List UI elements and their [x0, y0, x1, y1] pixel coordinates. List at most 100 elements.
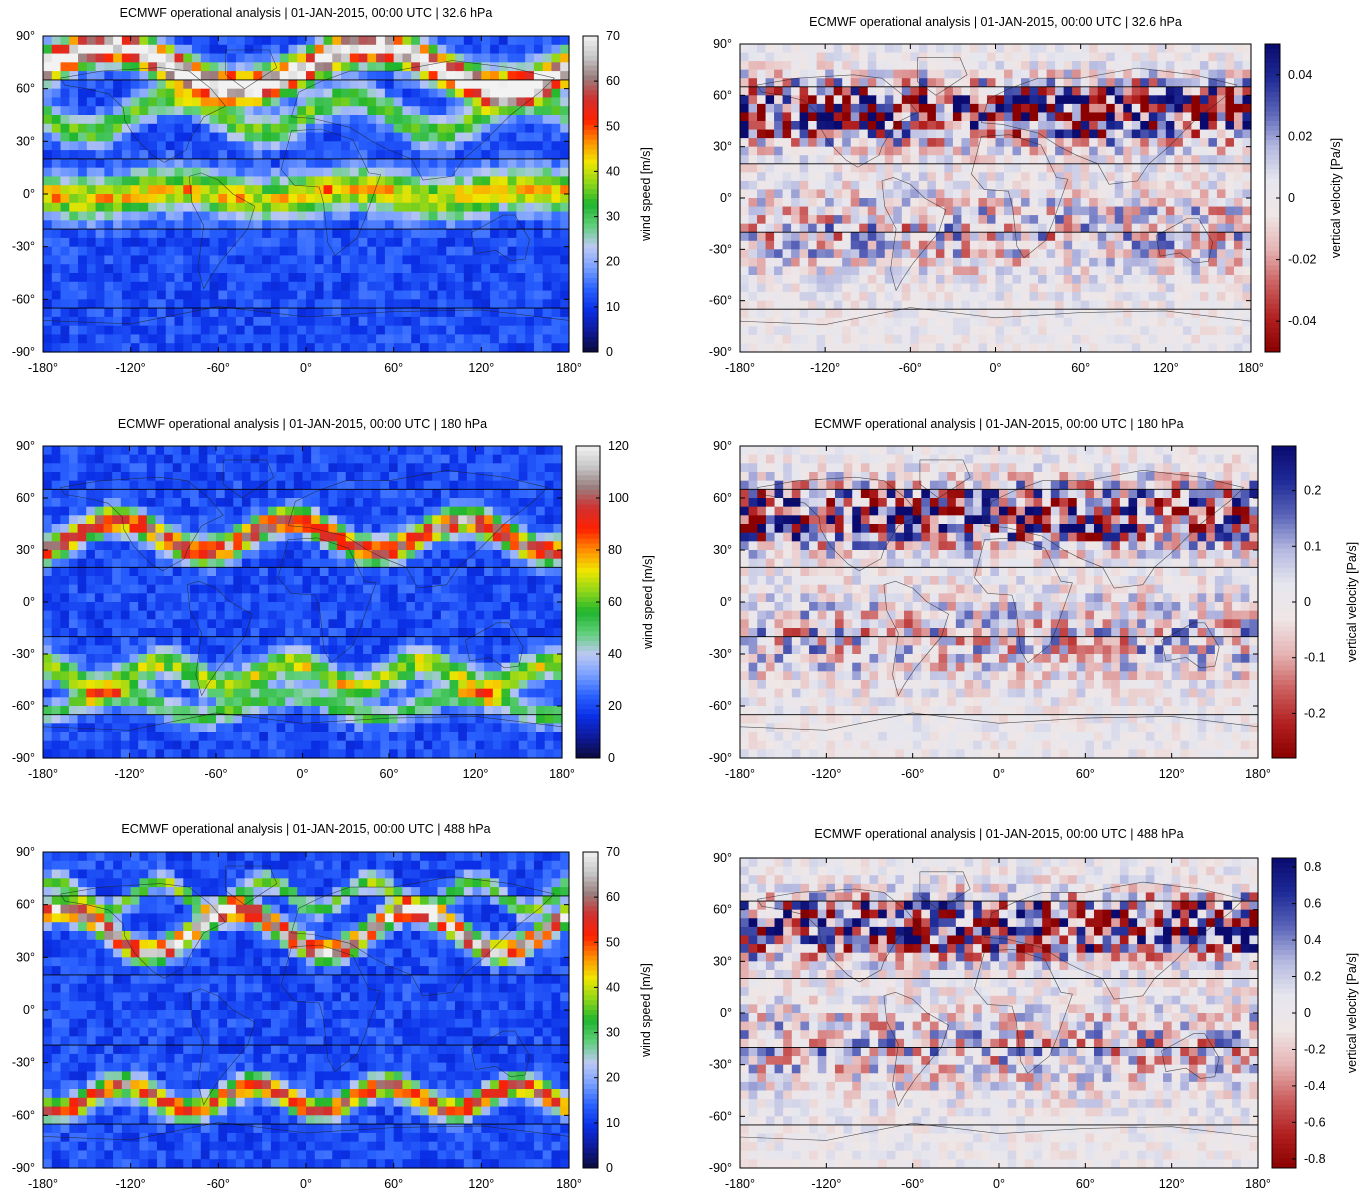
field-cell: [868, 95, 877, 104]
field-cell: [1183, 78, 1192, 87]
field-cell: [944, 87, 953, 96]
field-cell: [1098, 95, 1107, 104]
field-cell: [61, 334, 70, 343]
field-cell: [210, 176, 219, 185]
field-cell: [245, 334, 254, 343]
field-cell: [927, 104, 936, 113]
field-cell: [253, 89, 262, 98]
field-cell: [481, 54, 490, 63]
colorbar-segment: [583, 46, 598, 51]
field-cell: [467, 489, 476, 498]
field-cell: [902, 318, 911, 327]
field-cell: [927, 70, 936, 79]
field-cell: [429, 71, 438, 80]
field-cell: [953, 343, 962, 352]
field-cell: [96, 282, 105, 291]
field-cell: [233, 455, 242, 464]
field-cell: [280, 229, 289, 238]
field-cell: [253, 255, 262, 264]
field-cell: [1021, 147, 1030, 156]
field-cell: [800, 249, 809, 258]
field-cell: [749, 343, 758, 352]
field-cell: [271, 247, 280, 256]
field-cell: [1089, 275, 1098, 284]
field-cell: [394, 115, 403, 124]
field-cell: [560, 150, 569, 159]
field-cell: [280, 220, 289, 229]
field-cell: [919, 292, 928, 301]
field-cell: [1115, 172, 1124, 181]
y-tick-label: -90°: [709, 345, 732, 359]
field-cell: [236, 282, 245, 291]
field-cell: [236, 194, 245, 203]
field-cell: [499, 159, 508, 168]
field-cell: [402, 150, 411, 159]
field-cell: [1047, 309, 1056, 318]
field-cell: [175, 54, 184, 63]
field-cell: [902, 292, 911, 301]
field-cell: [359, 115, 368, 124]
field-cell: [227, 62, 236, 71]
field-cell: [467, 463, 476, 472]
field-cell: [446, 343, 455, 352]
field-cell: [825, 181, 834, 190]
field-cell: [749, 335, 758, 344]
field-cell: [104, 446, 113, 455]
field-cell: [122, 212, 131, 221]
field-cell: [359, 273, 368, 282]
field-cell: [1047, 241, 1056, 250]
field-cell: [902, 232, 911, 241]
field-cell: [1234, 301, 1243, 310]
field-cell: [359, 141, 368, 150]
field-cell: [1123, 121, 1132, 130]
field-cell: [1191, 189, 1200, 198]
field-cell: [1004, 275, 1013, 284]
field-cell: [324, 326, 333, 335]
field-cell: [438, 255, 447, 264]
field-cell: [52, 194, 61, 203]
field-cell: [227, 141, 236, 150]
field-cell: [385, 308, 394, 317]
field-cell: [96, 334, 105, 343]
field-cell: [183, 106, 192, 115]
field-cell: [446, 176, 455, 185]
field-cell: [438, 89, 447, 98]
field-cell: [288, 203, 297, 212]
field-cell: [1013, 181, 1022, 190]
field-cell: [560, 273, 569, 282]
field-cell: [1174, 112, 1183, 121]
field-cell: [1166, 172, 1175, 181]
colorbar-label: vertical velocity [Pa/s]: [1329, 138, 1343, 258]
field-cell: [306, 247, 315, 256]
field-cell: [87, 299, 96, 308]
field-cell: [817, 241, 826, 250]
colorbar-tick-label: 50: [606, 119, 620, 133]
field-cell: [927, 61, 936, 70]
field-cell: [61, 159, 70, 168]
field-cell: [455, 36, 464, 45]
field-cell: [306, 334, 315, 343]
field-cell: [402, 97, 411, 106]
field-cell: [1183, 172, 1192, 181]
field-cell: [385, 176, 394, 185]
field-cell: [139, 282, 148, 291]
field-cell: [1166, 258, 1175, 267]
field-cell: [394, 317, 403, 326]
field-cell: [429, 80, 438, 89]
field-cell: [1200, 292, 1209, 301]
field-cell: [953, 266, 962, 275]
field-cell: [1225, 130, 1234, 139]
field-cell: [1217, 172, 1226, 181]
field-cell: [490, 97, 499, 106]
field-cell: [1242, 335, 1251, 344]
field-cell: [446, 255, 455, 264]
field-cell: [218, 203, 227, 212]
field-cell: [1242, 70, 1251, 79]
field-cell: [1140, 138, 1149, 147]
field-cell: [446, 80, 455, 89]
colorbar-segment: [1265, 49, 1280, 54]
field-cell: [490, 334, 499, 343]
field-cell: [996, 318, 1005, 327]
field-cell: [332, 54, 341, 63]
field-cell: [43, 124, 52, 133]
